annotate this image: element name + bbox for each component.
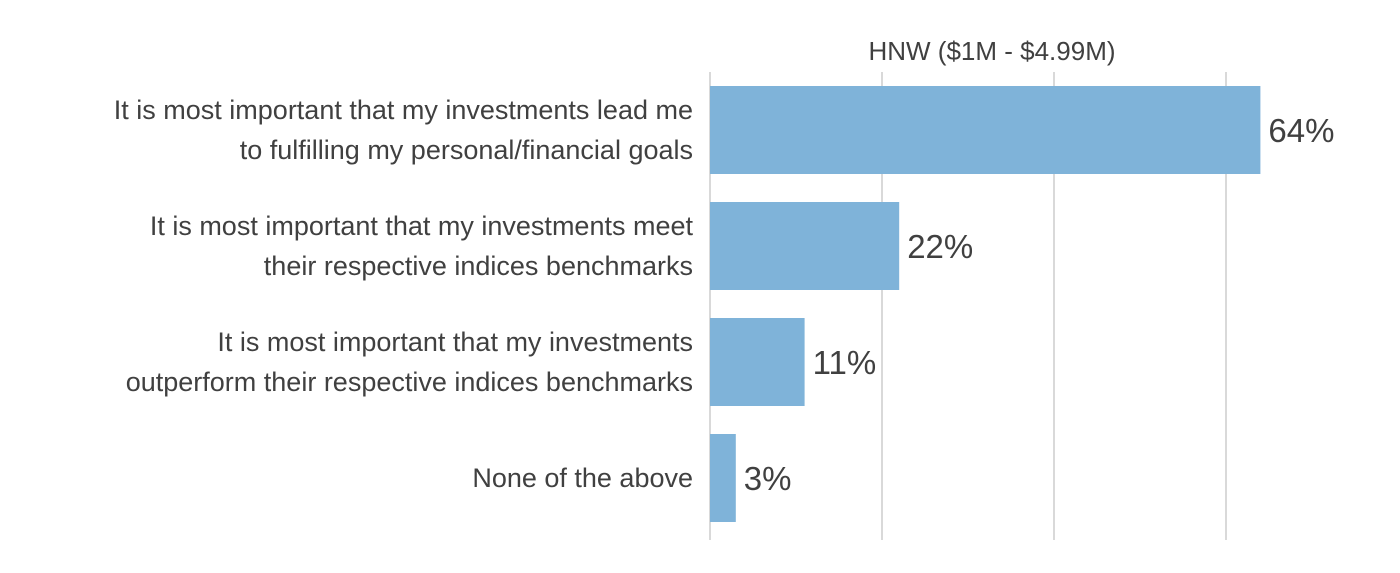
category-label: outperform their respective indices benc… — [126, 367, 693, 397]
category-label: It is most important that my investments… — [150, 211, 694, 241]
value-labels: 64% 22% 11% 3% — [744, 112, 1335, 497]
category-label: their respective indices benchmarks — [264, 251, 693, 281]
bars — [710, 86, 1261, 522]
value-label: 11% — [813, 344, 877, 381]
category-label: It is most important that my investments — [217, 327, 693, 357]
category-labels: It is most important that my investments… — [114, 95, 694, 493]
value-label: 22% — [907, 228, 973, 265]
bar — [710, 202, 900, 290]
value-label: 64% — [1268, 112, 1334, 149]
bar — [710, 434, 736, 522]
bar — [710, 86, 1261, 174]
chart-title: HNW ($1M - $4.99M) — [868, 36, 1115, 66]
category-label: None of the above — [472, 463, 693, 493]
category-label: to fulfilling my personal/financial goal… — [240, 135, 693, 165]
category-label: It is most important that my investments… — [114, 95, 693, 125]
bar — [710, 318, 805, 406]
value-label: 3% — [744, 460, 792, 497]
